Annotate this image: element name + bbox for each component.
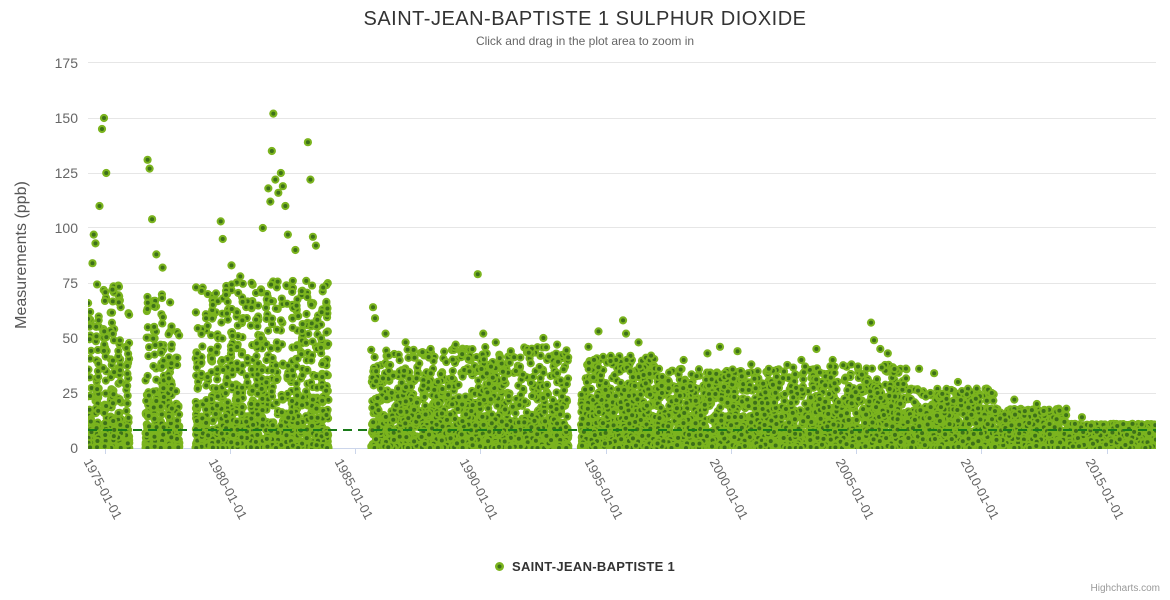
highcharts-credits-link[interactable]: Highcharts.com — [1090, 583, 1160, 594]
legend-marker-icon — [494, 562, 504, 571]
threshold-line — [88, 429, 1156, 431]
legend-item[interactable]: SAINT-JEAN-BAPTISTE 1 — [0, 559, 1170, 574]
legend-series-label: SAINT-JEAN-BAPTISTE 1 — [511, 559, 676, 574]
plot-area[interactable] — [88, 62, 1156, 449]
